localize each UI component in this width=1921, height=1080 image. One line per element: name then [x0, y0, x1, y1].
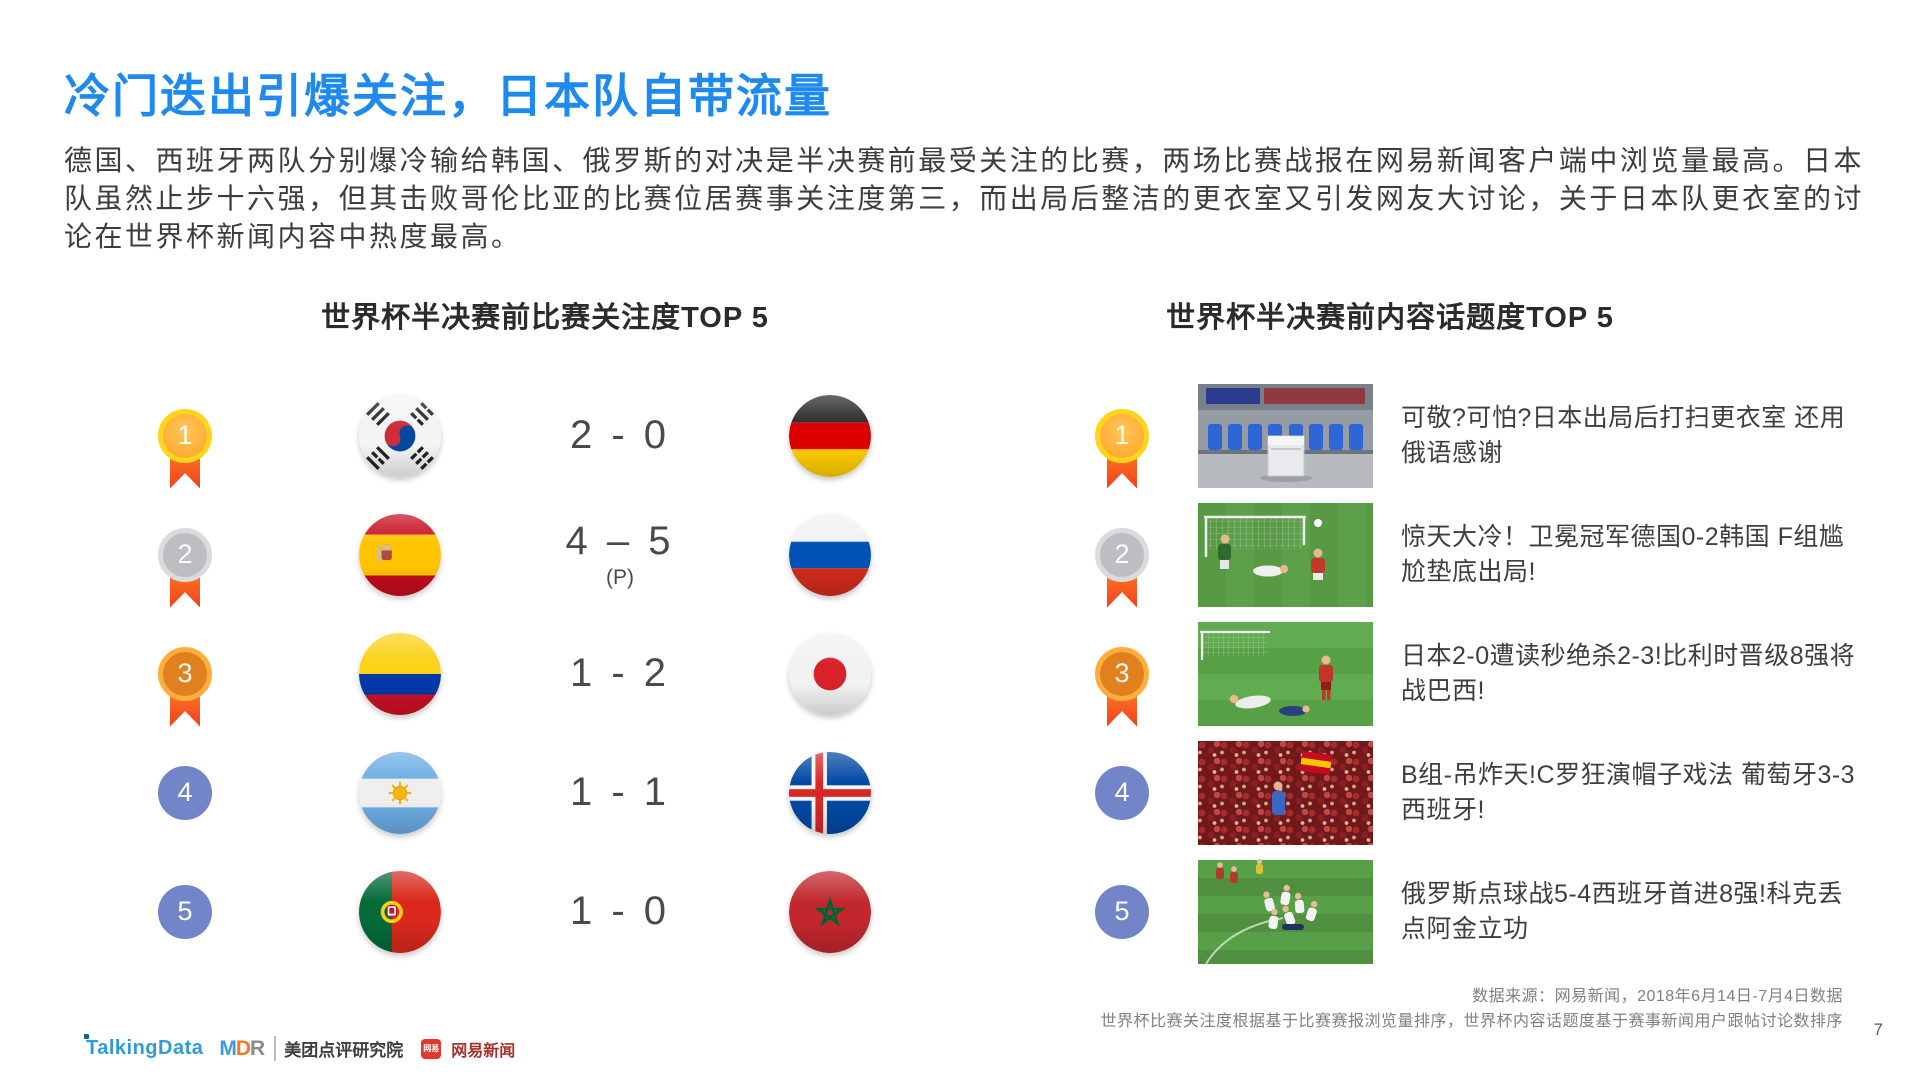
news-row-5: 5: [1095, 852, 1861, 971]
news-title-1: 可敬?可怕?日本出局后打扫更衣室 还用俄语感谢: [1401, 403, 1846, 467]
rank-number: 2: [158, 527, 212, 582]
flag-spain-icon: [359, 513, 441, 596]
match-attention-list: 1: [120, 376, 970, 971]
score-text: 2 - 0: [569, 413, 671, 457]
flag-south-korea-icon: [359, 394, 441, 477]
silver-medal-icon: 2: [1095, 527, 1149, 608]
match-row-3: 3 1 - 2: [120, 614, 970, 733]
match-score-3: 1 - 2: [570, 651, 670, 696]
bronze-medal-icon: 3: [158, 646, 212, 727]
meituan-dianping-institute-logo: 美团点评研究院: [274, 1036, 403, 1061]
match-score-5: 1 - 0: [570, 889, 670, 934]
rank-5-badge: 5: [1095, 884, 1149, 939]
page-title: 冷门迭出引爆关注，日本队自带流量: [64, 70, 832, 122]
page-number: 7: [1873, 1020, 1883, 1039]
score-text: 4 – 5: [565, 519, 675, 563]
thumbnail-goal-scene: [1198, 502, 1373, 608]
thumbnail-keeper-beaten: [1198, 621, 1373, 727]
flag-portugal-icon: [359, 870, 441, 953]
source-line-2: 世界杯比赛关注度根据基于比赛赛报浏览量排序，世界杯内容话题度基于赛事新闻用户跟帖…: [1100, 1013, 1843, 1030]
flag-morocco-icon: [789, 870, 871, 953]
news-row-4: 4: [1095, 733, 1861, 852]
score-text: 1 - 2: [569, 651, 671, 695]
flag-japan-icon: [789, 632, 871, 715]
penalty-shootout-note: (P): [606, 566, 634, 589]
match-score-1: 2 - 0: [570, 413, 670, 458]
thumbnail-fans-crowd: [1198, 740, 1373, 846]
gold-medal-icon: 1: [1095, 408, 1149, 489]
score-text: 1 - 0: [569, 889, 671, 933]
thumbnail-penalty-celebration: [1198, 858, 1373, 965]
footer-logos: TalkingData MDR 美团点评研究院 网易 网易新闻: [83, 1034, 516, 1061]
match-attention-heading: 世界杯半决赛前比赛关注度TOP 5: [321, 302, 769, 334]
thumbnail-locker-room: [1198, 383, 1373, 489]
netease-news-logo: 网易新闻: [451, 1042, 516, 1060]
news-row-1: 1: [1095, 376, 1861, 495]
gold-medal-icon: 1: [158, 408, 212, 489]
content-topic-heading: 世界杯半决赛前内容话题度TOP 5: [1166, 302, 1614, 334]
silver-medal-icon: 2: [158, 527, 212, 608]
flag-argentina-icon: [359, 751, 441, 834]
news-title-5: 俄罗斯点球战5-4西班牙首进8强!科克丢点阿金立功: [1401, 879, 1843, 943]
rank-number: 1: [158, 408, 212, 463]
flag-iceland-icon: [789, 751, 871, 834]
rank-4-badge: 4: [1095, 765, 1149, 820]
rank-number: 3: [158, 646, 212, 701]
rank-5-badge: 5: [158, 884, 212, 939]
mdr-logo: MDR: [219, 1036, 265, 1060]
data-source-notes: 数据来源：网易新闻，2018年6月14日-7月4日数据 世界杯比赛关注度根据基于…: [1100, 984, 1843, 1034]
match-score-4: 1 - 1: [570, 770, 670, 815]
match-row-4: 4 1 - 1: [120, 733, 970, 852]
rank-number: 3: [1095, 646, 1149, 701]
news-title-2: 惊天大冷！卫冕冠军德国0-2韩国 F组尴尬垫底出局!: [1401, 522, 1845, 586]
rank-4-badge: 4: [158, 765, 212, 820]
source-line-1: 数据来源：网易新闻，2018年6月14日-7月4日数据: [1472, 988, 1843, 1005]
content-topic-list: 1: [1095, 376, 1861, 971]
match-row-1: 1: [120, 376, 970, 495]
flag-germany-icon: [789, 394, 871, 477]
flag-colombia-icon: [359, 632, 441, 715]
news-title-4: B组-吊炸天!C罗狂演帽子戏法 葡萄牙3-3西班牙!: [1401, 760, 1856, 824]
flag-russia-icon: [789, 513, 871, 596]
match-score-2: 4 – 5 (P): [566, 519, 675, 590]
rank-number: 1: [1095, 408, 1149, 463]
news-row-2: 2 惊天大冷！卫冕冠军德国0-2韩国 F组: [1095, 495, 1861, 614]
rank-number: 2: [1095, 527, 1149, 582]
netease-app-icon: 网易: [421, 1038, 442, 1059]
bronze-medal-icon: 3: [1095, 646, 1149, 727]
talkingdata-logo: TalkingData: [83, 1034, 204, 1059]
news-row-3: 3 日本2-0遭读秒绝杀2-3!比利时晋级8强将战巴西!: [1095, 614, 1861, 733]
match-row-5: 5 1 - 0: [120, 852, 970, 971]
match-row-2: 2 4 – 5 (P): [120, 495, 970, 614]
score-text: 1 - 1: [569, 770, 671, 814]
news-title-3: 日本2-0遭读秒绝杀2-3!比利时晋级8强将战巴西!: [1401, 641, 1856, 705]
intro-paragraph: 德国、西班牙两队分别爆冷输给韩国、俄罗斯的对决是半决赛前最受关注的比赛，两场比赛…: [64, 145, 1864, 252]
